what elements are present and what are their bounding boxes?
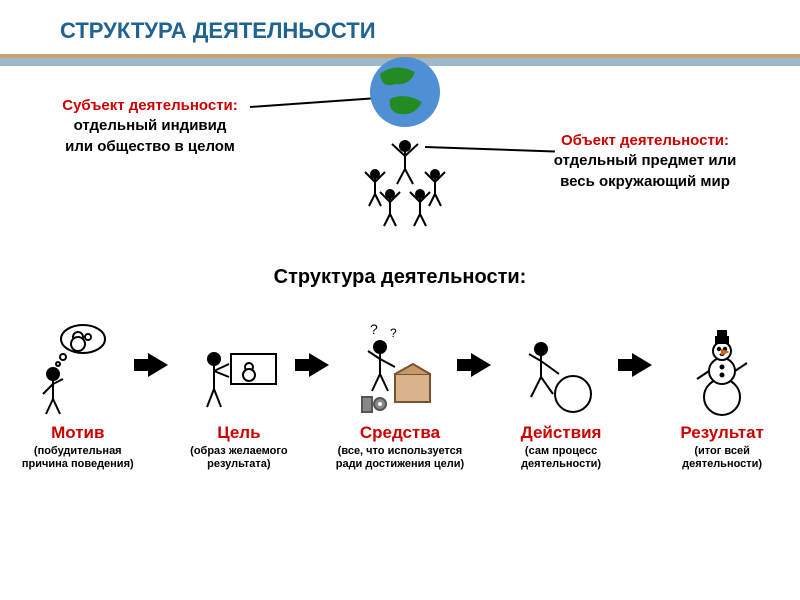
arrow-icon bbox=[632, 353, 652, 377]
step-sub: (образ желаемого результата) bbox=[174, 445, 304, 470]
step-label: Действия bbox=[521, 423, 602, 443]
subject-desc2: или общество в целом bbox=[65, 138, 235, 155]
subject-heading: Субъект деятельности: bbox=[62, 97, 238, 114]
step-sub: (все, что используется ради достижения ц… bbox=[335, 445, 465, 470]
step-label: Результат bbox=[680, 423, 764, 443]
goal-icon bbox=[189, 319, 289, 419]
svg-text:?: ? bbox=[390, 326, 397, 340]
svg-text:?: ? bbox=[370, 321, 378, 337]
subject-block: Субъект деятельности: отдельный индивид … bbox=[40, 96, 260, 157]
arrow-icon bbox=[309, 353, 329, 377]
top-panel: Субъект деятельности: отдельный индивид … bbox=[0, 66, 800, 266]
arrow-icon bbox=[471, 353, 491, 377]
subject-desc1: отдельный индивид bbox=[74, 117, 227, 134]
arrow-icon bbox=[148, 353, 168, 377]
step-sub: (побудительная причина поведения) bbox=[13, 445, 143, 470]
structure-subtitle: Структура деятельности: bbox=[0, 266, 800, 289]
motive-icon bbox=[28, 319, 128, 419]
actions-icon bbox=[511, 319, 611, 419]
step-result: Результат (итог всей деятельности) bbox=[657, 319, 787, 470]
step-motive: Мотив (побудительная причина поведения) bbox=[13, 319, 143, 470]
step-sub: (итог всей деятельности) bbox=[657, 445, 787, 470]
object-desc1: отдельный предмет или bbox=[554, 152, 737, 169]
object-desc2: весь окружающий мир bbox=[560, 173, 730, 190]
slide-title: СТРУКТУРА ДЕЯТЕЛНЬОСТИ bbox=[0, 0, 800, 54]
flow-row: Мотив (побудительная причина поведения) … bbox=[0, 289, 800, 470]
globe-icon bbox=[360, 54, 450, 234]
object-block: Объект деятельности: отдельный предмет и… bbox=[530, 131, 760, 192]
step-label: Цель bbox=[217, 423, 260, 443]
step-sub: (сам процесс деятельности) bbox=[496, 445, 626, 470]
object-heading: Объект деятельности: bbox=[561, 132, 729, 149]
globe-figure bbox=[360, 54, 450, 239]
step-label: Мотив bbox=[51, 423, 104, 443]
step-means: ?? Средства (все, что используется ради … bbox=[335, 319, 465, 470]
result-icon bbox=[672, 319, 772, 419]
step-actions: Действия (сам процесс деятельности) bbox=[496, 319, 626, 470]
means-icon: ?? bbox=[350, 319, 450, 419]
step-goal: Цель (образ желаемого результата) bbox=[174, 319, 304, 470]
step-label: Средства bbox=[360, 423, 440, 443]
